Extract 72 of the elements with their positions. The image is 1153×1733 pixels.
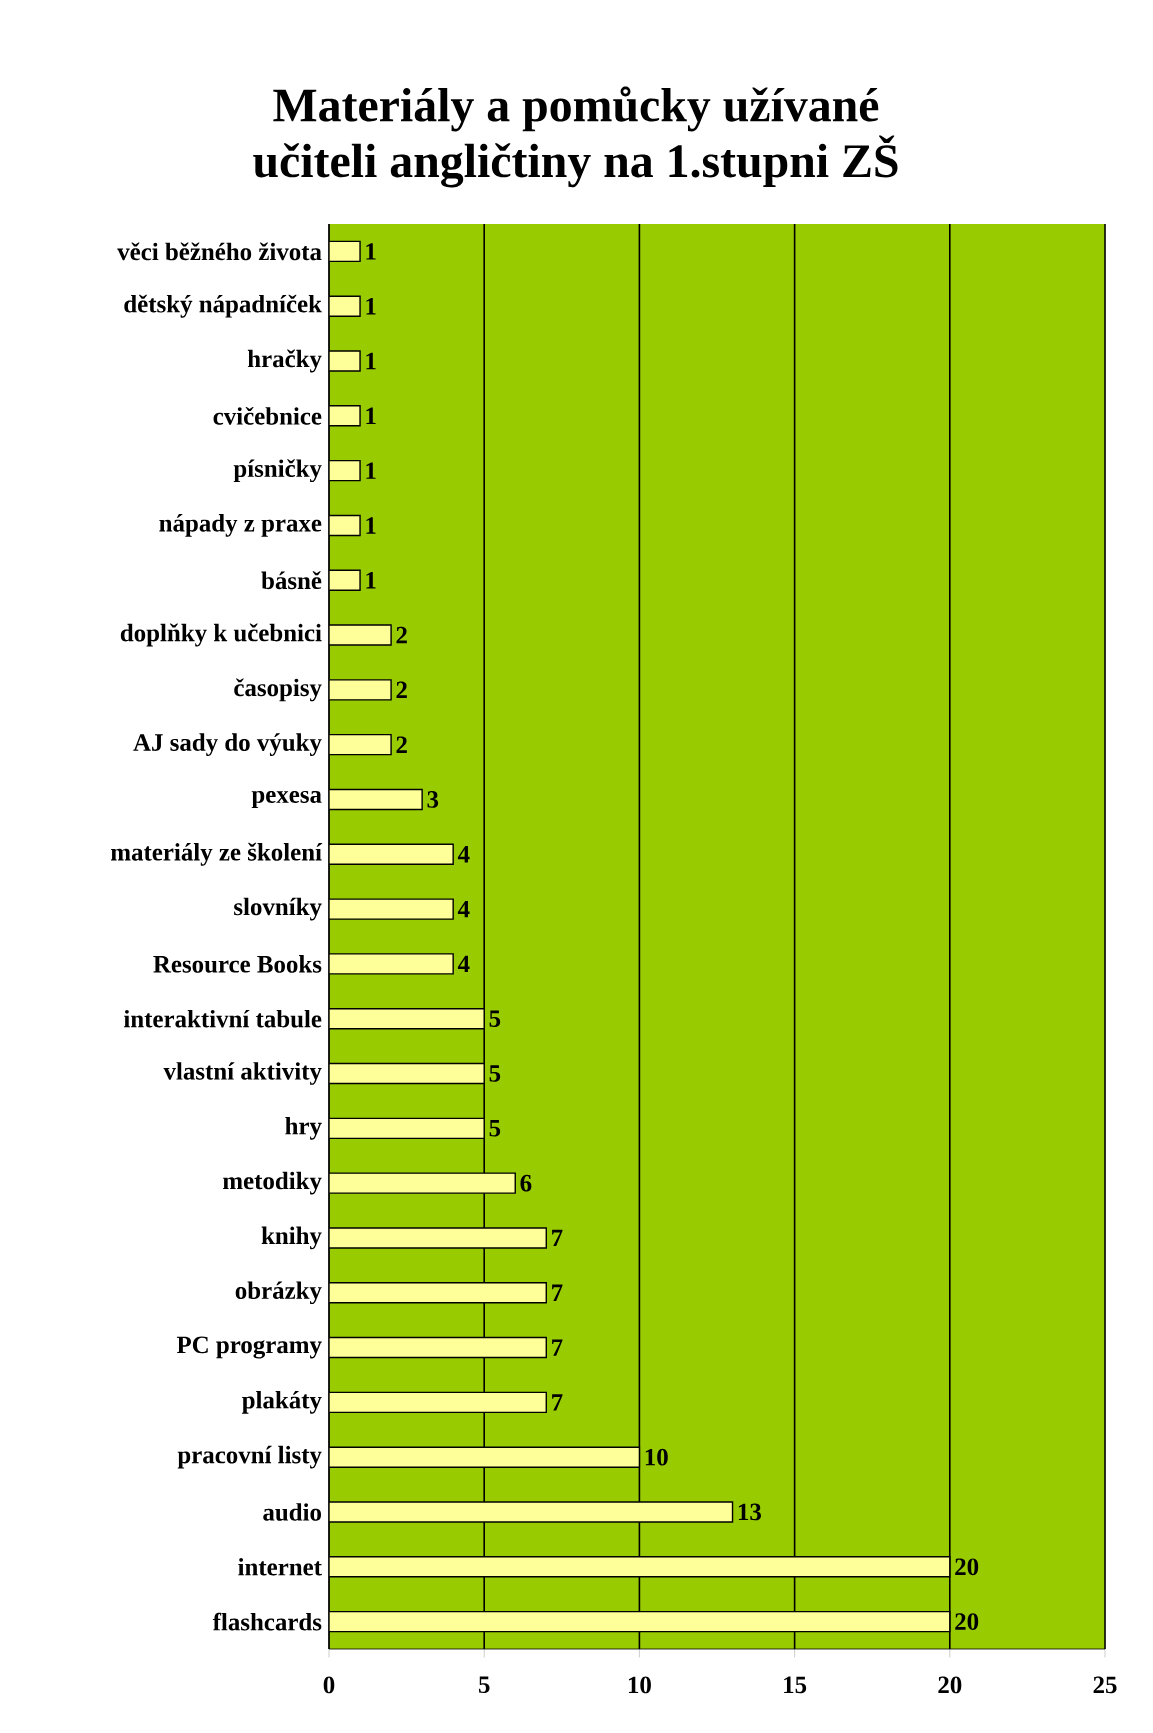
bar (329, 1446, 641, 1468)
y-tick-label: plakáty (242, 1391, 322, 1414)
chart-title: Materiály a pomůcky užívané učiteli angličtiny na 1.stupni ZŠ (253, 86, 898, 188)
y-tick-label: doplňky k učebnici (120, 623, 322, 647)
data-label: 10 (645, 1448, 668, 1466)
y-tick-label: časopisy (234, 678, 322, 702)
y-tick-label: písničky (233, 459, 322, 483)
x-tick-label: 0 (323, 1676, 335, 1694)
data-label: 7 (552, 1339, 563, 1356)
data-label: 5 (489, 1120, 501, 1137)
y-tick-label: nápady z praxe (159, 514, 322, 537)
data-label: 4 (457, 900, 470, 918)
y-tick-label: internet (238, 1558, 322, 1576)
bar (329, 1282, 547, 1304)
data-label: 7 (552, 1394, 563, 1411)
y-tick-label: AJ sady do výuky (133, 733, 322, 757)
y-tick-label: vlastní aktivity (163, 1062, 322, 1085)
y-tick-label: dětský nápadníček (124, 294, 322, 318)
y-tick-label: věci běžného života (117, 242, 322, 261)
data-label: 13 (738, 1503, 761, 1521)
x-tick-label: 15 (784, 1676, 807, 1694)
data-label: 4 (457, 846, 470, 863)
data-label: 3 (427, 791, 439, 808)
y-tick-label: flashcards (212, 1612, 322, 1631)
y-tick-label: cvičebnice (213, 406, 322, 425)
y-tick-label: interaktivní tabule (123, 1009, 322, 1028)
data-label: 20 (955, 1558, 979, 1576)
y-tick-label: knihy (261, 1226, 322, 1250)
bar (329, 1610, 951, 1633)
data-label: 2 (396, 681, 407, 699)
data-label: 1 (366, 243, 376, 260)
y-tick-label: metodiky (222, 1171, 322, 1195)
data-label: 1 (366, 517, 376, 534)
y-tick-label: hry (285, 1117, 322, 1140)
y-tick-label: pexesa (251, 790, 322, 809)
x-tick-label: 10 (628, 1676, 651, 1694)
bar (329, 1556, 951, 1578)
x-tick-label: 20 (938, 1676, 962, 1694)
data-label: 1 (366, 407, 376, 425)
y-tick-label: hračky (247, 349, 322, 373)
y-tick-label: PC programy (176, 1336, 322, 1359)
data-label: 5 (489, 1010, 501, 1027)
data-label: 1 (366, 297, 376, 315)
data-label: 7 (552, 1229, 563, 1247)
bar (329, 1336, 547, 1359)
data-label: 7 (552, 1284, 563, 1301)
bar (329, 1391, 547, 1414)
bar (329, 733, 392, 756)
data-label: 2 (396, 736, 407, 753)
y-tick-label: slovníky (234, 897, 322, 921)
data-label: 6 (520, 1174, 532, 1192)
data-label: 4 (457, 955, 470, 973)
bar (329, 843, 454, 865)
bar (329, 1062, 485, 1085)
x-tick-label: 25 (1093, 1676, 1117, 1694)
y-tick-label: básně (261, 571, 322, 590)
data-label: 2 (396, 626, 407, 644)
bar (329, 788, 423, 811)
data-label: 1 (366, 462, 376, 479)
y-tick-label: audio (263, 1503, 322, 1521)
bar (329, 1008, 485, 1030)
x-tick-label: 5 (478, 1676, 490, 1694)
data-label: 1 (366, 352, 376, 370)
y-tick-label: pracovní listy (177, 1445, 322, 1469)
y-tick-label: obrázky (235, 1281, 322, 1305)
data-label: 5 (489, 1065, 501, 1082)
y-tick-label: Resource Books (153, 955, 322, 973)
data-label: 1 (366, 572, 376, 589)
data-label: 20 (955, 1613, 979, 1631)
y-tick-label: materiály ze školení (110, 842, 323, 866)
bar (329, 1117, 485, 1140)
bar (329, 1501, 734, 1523)
